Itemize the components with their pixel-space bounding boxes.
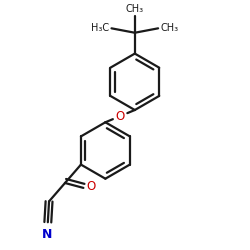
Text: CH₃: CH₃ [160, 23, 178, 33]
Text: H₃C: H₃C [92, 23, 110, 33]
Text: O: O [116, 110, 125, 123]
Text: CH₃: CH₃ [126, 4, 144, 14]
Text: N: N [42, 228, 52, 241]
Text: O: O [86, 180, 96, 193]
